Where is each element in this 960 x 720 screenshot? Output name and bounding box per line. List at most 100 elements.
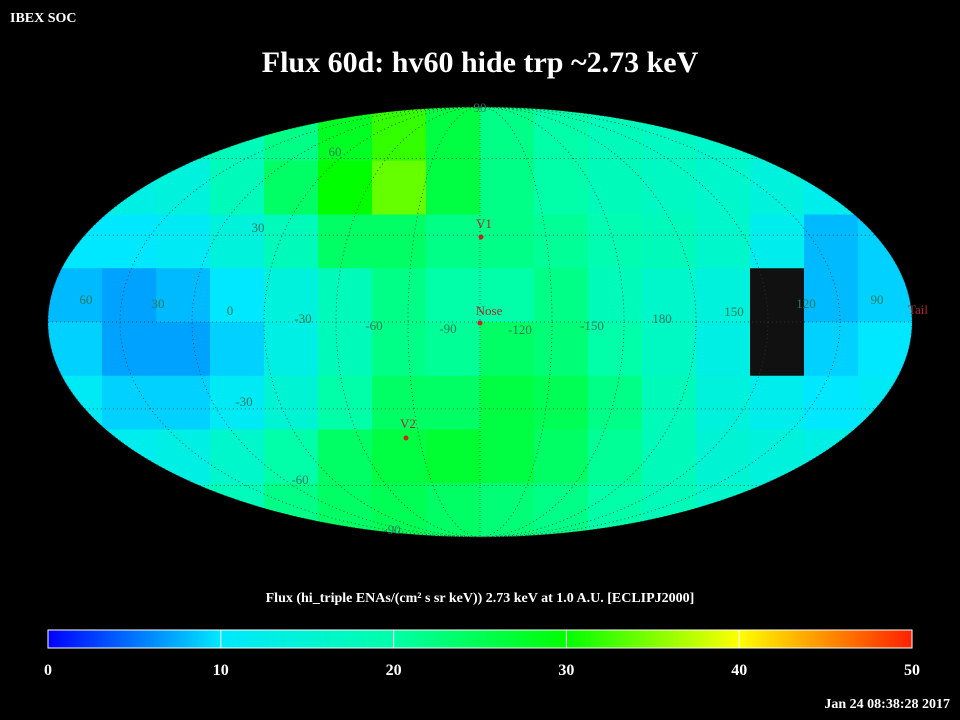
source: IBEX SOC: [10, 11, 77, 26]
flux-cell: [696, 483, 751, 537]
flux-cell: [102, 160, 157, 215]
flux-cell: [210, 268, 265, 323]
flux-cell: [696, 322, 751, 377]
flux-cell: [318, 322, 373, 377]
flux-cell: [210, 483, 265, 537]
flux-cell: [480, 483, 535, 537]
flux-cell: [48, 429, 103, 484]
flux-cell: [426, 429, 481, 484]
flux-cell: [804, 107, 859, 162]
flux-cell: [318, 429, 373, 484]
flux-cell: [48, 375, 103, 430]
flux-cell: [156, 214, 211, 269]
flux-cell: [156, 483, 211, 537]
lon-label: -150: [580, 318, 604, 333]
flux-cell: [588, 214, 643, 269]
colorbar-tick-label: 30: [558, 662, 574, 679]
flux-cell: [534, 268, 589, 323]
flux-cell: [372, 483, 427, 537]
flux-cell: [642, 214, 697, 269]
flux-cell: [588, 268, 643, 323]
flux-cell: [480, 214, 535, 269]
flux-cell: [534, 214, 589, 269]
flux-cell: [804, 268, 859, 323]
flux-cell: [210, 107, 265, 162]
flux-map: [48, 107, 912, 537]
flux-cell: [372, 268, 427, 323]
no-data-cell: [750, 268, 805, 323]
lon-label: 120: [796, 296, 816, 311]
lon-label: 30: [152, 296, 165, 311]
flux-cell: [480, 107, 535, 162]
lat-label: -30: [235, 394, 252, 409]
flux-cell: [48, 322, 103, 377]
flux-cell: [858, 268, 912, 323]
flux-cell: [372, 107, 427, 162]
flux-cell: [318, 375, 373, 430]
marker-dot: [403, 435, 409, 441]
no-data-cell: [750, 322, 805, 377]
flux-cell: [318, 483, 373, 537]
flux-cell: [426, 322, 481, 377]
marker-dot: [477, 320, 483, 326]
flux-cell: [156, 375, 211, 430]
flux-cell: [804, 214, 859, 269]
flux-cell: [102, 483, 157, 537]
flux-cell: [750, 429, 805, 484]
flux-cell: [210, 214, 265, 269]
flux-cell: [480, 160, 535, 215]
flux-cell: [750, 107, 805, 162]
flux-cell: [696, 375, 751, 430]
flux-cell: [210, 322, 265, 377]
flux-cell: [642, 322, 697, 377]
flux-cell: [480, 375, 535, 430]
colorbar-tick-label: 40: [731, 662, 747, 679]
colorbar-ticks: 0 10 20 30 40 50: [44, 630, 920, 679]
colorbar-tick-label: 10: [213, 662, 229, 679]
flux-cell: [804, 483, 859, 537]
flux-cell: [318, 214, 373, 269]
flux-cell: [102, 214, 157, 269]
flux-cell: [210, 160, 265, 215]
flux-cell: [588, 160, 643, 215]
lon-label: 0: [227, 303, 234, 318]
flux-cell: [426, 483, 481, 537]
flux-cell: [858, 322, 912, 377]
flux-cell: [102, 322, 157, 377]
flux-cell: [534, 375, 589, 430]
flux-cell: [426, 268, 481, 323]
flux-cell: [48, 107, 103, 162]
flux-cell: [372, 375, 427, 430]
flux-cell: [372, 429, 427, 484]
flux-cell: [642, 107, 697, 162]
timestamp: Jan 24 08:38:28 2017: [824, 697, 950, 712]
flux-cell: [102, 375, 157, 430]
flux-cell: [642, 483, 697, 537]
marker-label: V2: [400, 416, 416, 431]
lon-label: 180: [652, 311, 672, 326]
flux-cell: [480, 322, 535, 377]
flux-cell: [48, 214, 103, 269]
flux-cell: [696, 107, 751, 162]
marker-label: V1: [476, 216, 492, 231]
flux-cell: [102, 107, 157, 162]
flux-cell: [318, 160, 373, 215]
flux-cell: [696, 268, 751, 323]
lon-label: 150: [724, 304, 744, 319]
flux-cell: [858, 107, 912, 162]
lat-label: 30: [252, 220, 265, 235]
colorbar: [47, 629, 913, 649]
flux-cell: [264, 214, 319, 269]
flux-cell: [858, 483, 912, 537]
colorbar-tick-label: 50: [904, 662, 920, 679]
flux-cell: [750, 160, 805, 215]
flux-cell: [858, 160, 912, 215]
marker-label: Nose: [476, 303, 503, 318]
flux-cell: [264, 322, 319, 377]
lon-label: -120: [508, 322, 532, 337]
flux-cell: [318, 268, 373, 323]
flux-cell: [156, 160, 211, 215]
flux-cell: [264, 268, 319, 323]
flux-cell: [156, 322, 211, 377]
marker-dot: [478, 234, 484, 240]
